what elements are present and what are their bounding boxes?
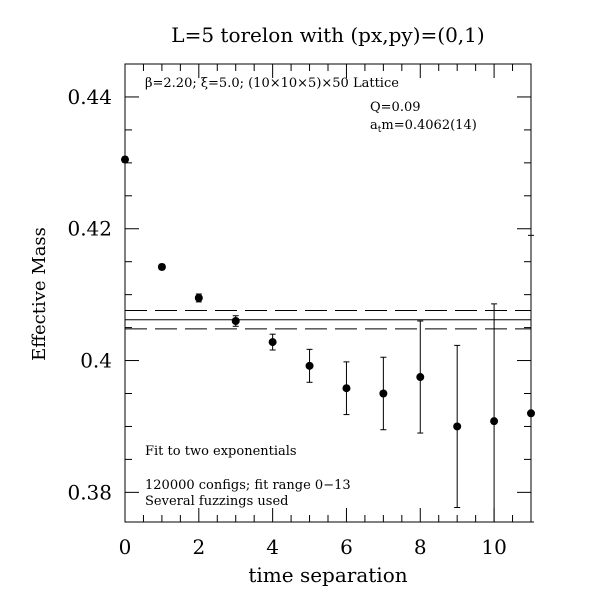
fit-annotation: Fit to two exponentials xyxy=(145,444,297,459)
data-points xyxy=(121,155,535,523)
x-tick-labels: 0 2 4 6 8 10 xyxy=(119,535,507,559)
y-tick-label: 0.4 xyxy=(80,349,112,373)
data-point xyxy=(121,155,129,164)
y-axis-label: Effective Mass xyxy=(29,227,50,361)
mass-value: m=0.4062(14) xyxy=(381,118,476,133)
chart-title: L=5 torelon with (px,py)=(0,1) xyxy=(171,23,484,47)
configs-annotation: 120000 configs; fit range 0−13 xyxy=(145,478,351,493)
fit-band xyxy=(125,309,531,330)
x-tick-label: 4 xyxy=(266,535,279,559)
y-tick-labels: 0.38 0.4 0.42 0.44 xyxy=(67,85,112,504)
plot-axes xyxy=(124,63,532,523)
x-tick-label: 2 xyxy=(192,535,205,559)
mass-subscript: t xyxy=(378,125,382,135)
y-tick-label: 0.42 xyxy=(67,217,112,241)
mass-prefix: a xyxy=(370,118,378,133)
x-tick-label: 10 xyxy=(481,535,506,559)
data-point xyxy=(268,338,277,347)
fuzzings-annotation: Several fuzzings used xyxy=(145,494,289,509)
data-point xyxy=(231,317,240,326)
data-point xyxy=(490,417,499,426)
x-axis-label: time separation xyxy=(248,563,407,587)
data-point xyxy=(305,361,314,370)
data-point xyxy=(527,409,535,418)
data-point xyxy=(194,293,203,302)
y-tick-label: 0.44 xyxy=(67,85,112,109)
data-point xyxy=(416,373,425,382)
y-tick-label: 0.38 xyxy=(67,480,112,504)
x-tick-label: 0 xyxy=(119,535,132,559)
data-point xyxy=(379,389,388,398)
x-tick-label: 6 xyxy=(340,535,353,559)
q-annotation: Q=0.09 xyxy=(370,100,421,115)
data-point xyxy=(342,384,351,393)
mass-annotation: atm=0.4062(14) xyxy=(370,118,477,135)
data-point xyxy=(157,262,166,271)
lattice-annotation: β=2.20; ξ=5.0; (10×10×5)×50 Lattice xyxy=(145,76,399,91)
x-tick-label: 8 xyxy=(414,535,427,559)
data-point xyxy=(453,422,462,431)
